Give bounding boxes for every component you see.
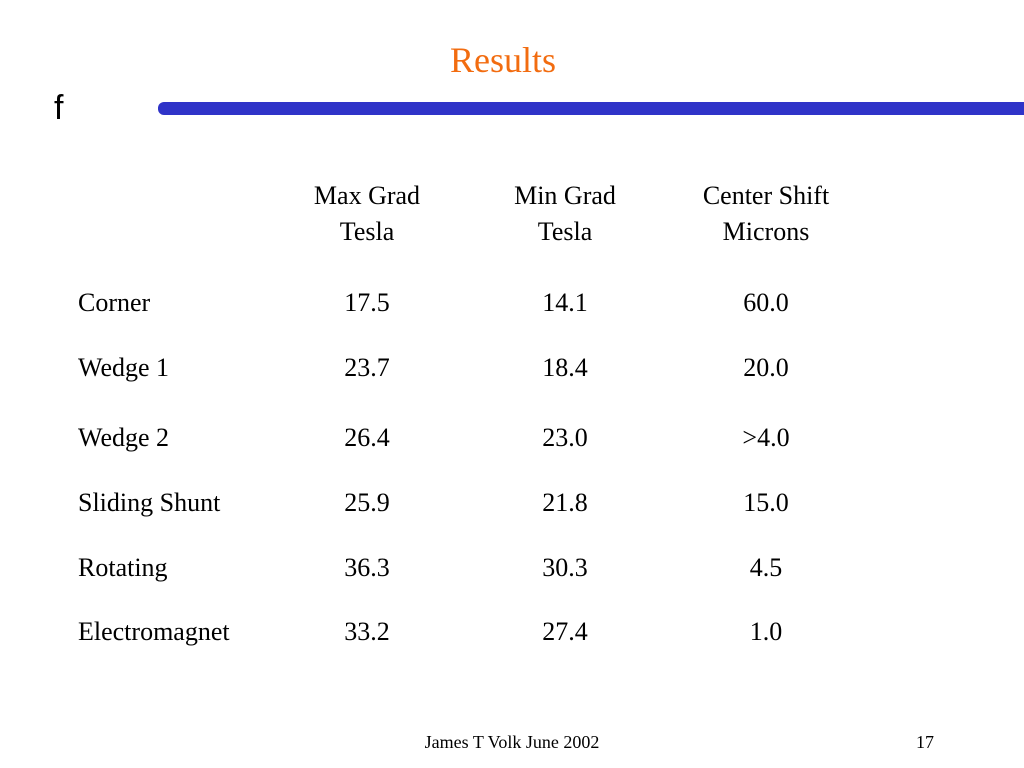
column-header-max-grad: Max Grad Tesla (267, 178, 467, 250)
table-row: Wedge 2 26.4 23.0 >4.0 (0, 420, 1024, 456)
min-grad-cell: 30.3 (542, 553, 588, 582)
min-grad-cell: 14.1 (542, 288, 588, 317)
center-shift-cell: 60.0 (743, 288, 789, 317)
row-label: Rotating (78, 553, 168, 582)
page-number: 17 (916, 732, 934, 752)
column-header-line: Max Grad (313, 181, 421, 210)
column-header-line: Min Grad (514, 181, 616, 210)
center-shift-cell: 15.0 (743, 488, 789, 517)
row-label: Wedge 2 (78, 423, 170, 452)
column-header-min-grad: Min Grad Tesla (465, 178, 665, 250)
row-label: Corner (78, 288, 151, 317)
max-grad-cell: 33.2 (344, 617, 390, 646)
footer-credit: James T Volk June 2002 (424, 732, 600, 752)
row-label: Sliding Shunt (78, 488, 221, 517)
center-shift-cell: >4.0 (742, 423, 790, 452)
center-shift-cell: 1.0 (749, 617, 783, 646)
column-header-unit: Tesla (537, 217, 593, 246)
center-shift-cell: 20.0 (743, 353, 789, 382)
column-header-line: Center Shift (702, 181, 830, 210)
max-grad-cell: 23.7 (344, 353, 390, 382)
table-row: Electromagnet 33.2 27.4 1.0 (0, 614, 1024, 650)
row-label: Electromagnet (78, 617, 230, 646)
table-row: Rotating 36.3 30.3 4.5 (0, 550, 1024, 586)
max-grad-cell: 26.4 (344, 423, 390, 452)
min-grad-cell: 23.0 (542, 423, 588, 452)
center-shift-cell: 4.5 (749, 553, 783, 582)
max-grad-cell: 25.9 (344, 488, 390, 517)
max-grad-cell: 36.3 (344, 553, 390, 582)
row-label: Wedge 1 (78, 353, 170, 382)
page-title: Results (449, 40, 556, 80)
min-grad-cell: 21.8 (542, 488, 588, 517)
logo-f-icon: f (54, 89, 64, 127)
table-row: Wedge 1 23.7 18.4 20.0 (0, 350, 1024, 386)
column-header-center-shift: Center Shift Microns (666, 178, 866, 250)
title-divider (158, 102, 1024, 115)
table-row: Sliding Shunt 25.9 21.8 15.0 (0, 485, 1024, 521)
min-grad-cell: 27.4 (542, 617, 588, 646)
max-grad-cell: 17.5 (344, 288, 390, 317)
column-header-unit: Tesla (339, 217, 395, 246)
table-row: Corner 17.5 14.1 60.0 (0, 285, 1024, 321)
min-grad-cell: 18.4 (542, 353, 588, 382)
column-header-unit: Microns (722, 217, 810, 246)
